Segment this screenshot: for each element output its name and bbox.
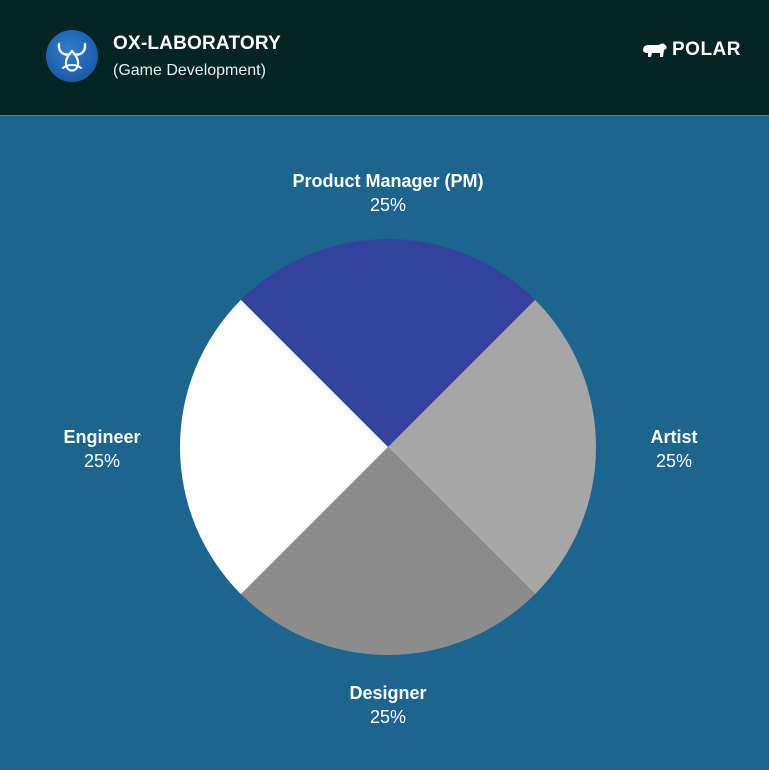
slice-value-designer: 25% [370,707,406,727]
slice-label-product-manager-pm: Product Manager (PM) [292,171,483,191]
slice-label-designer: Designer [349,683,426,703]
pie-slices [180,239,596,655]
slice-value-product-manager-pm: 25% [370,195,406,215]
slice-label-engineer: Engineer [63,427,140,447]
slice-label-artist: Artist [650,427,697,447]
slice-value-engineer: 25% [84,451,120,471]
slice-value-artist: 25% [656,451,692,471]
